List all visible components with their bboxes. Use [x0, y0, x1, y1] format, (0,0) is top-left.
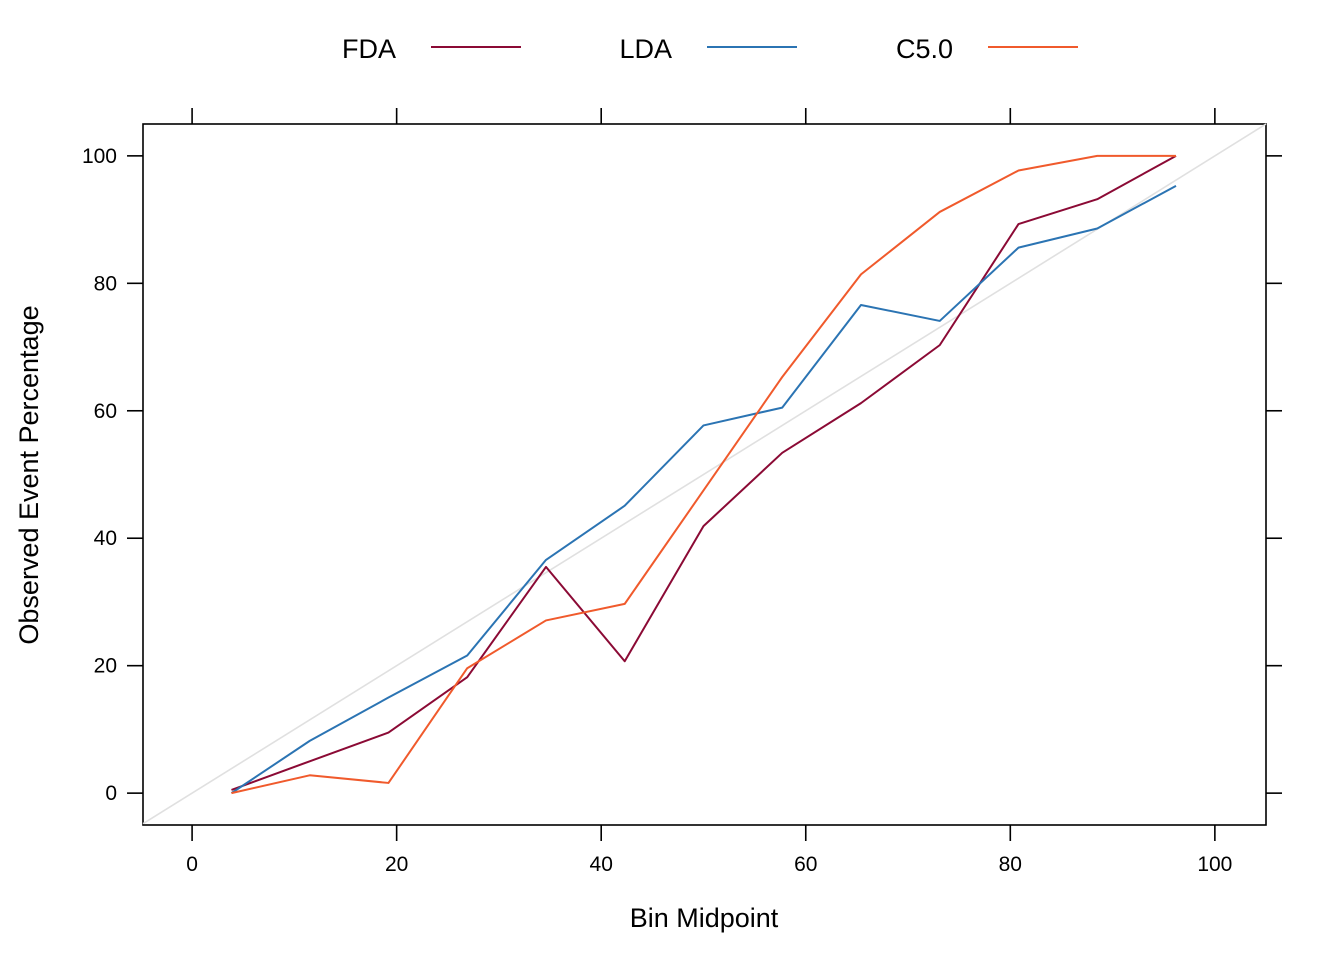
y-tick-label: 100 — [82, 145, 117, 168]
x-axis-title: Bin Midpoint — [630, 903, 779, 933]
y-tick-label: 0 — [105, 782, 117, 805]
y-tick-label: 40 — [94, 527, 117, 550]
legend-label-c50: C5.0 — [896, 34, 953, 64]
series-line-lda — [230, 184, 1177, 794]
x-tick-label: 60 — [794, 853, 817, 876]
x-tick-label: 80 — [999, 853, 1022, 876]
x-tick-label: 100 — [1197, 853, 1232, 876]
y-axis-title: Observed Event Percentage — [14, 305, 44, 644]
axes-layer: 0 20 40 60 80 100 0 20 40 60 80 100 — [82, 108, 1282, 876]
x-tick-label: 0 — [186, 853, 198, 876]
legend-label-lda: LDA — [619, 34, 672, 64]
legend: FDA LDA C5.0 — [342, 34, 1078, 64]
series-layer — [230, 154, 1177, 795]
y-tick-label: 60 — [94, 400, 117, 423]
series-line-fda — [231, 154, 1177, 791]
legend-label-fda: FDA — [342, 34, 396, 64]
x-tick-label: 20 — [385, 853, 408, 876]
reference-diagonal-line — [142, 123, 1267, 825]
reference-line-layer — [142, 123, 1267, 825]
x-tick-label: 40 — [590, 853, 613, 876]
series-line-c50 — [231, 154, 1176, 795]
y-tick-label: 80 — [94, 272, 117, 295]
plot-frame — [142, 123, 1267, 826]
y-tick-label: 20 — [94, 655, 117, 678]
